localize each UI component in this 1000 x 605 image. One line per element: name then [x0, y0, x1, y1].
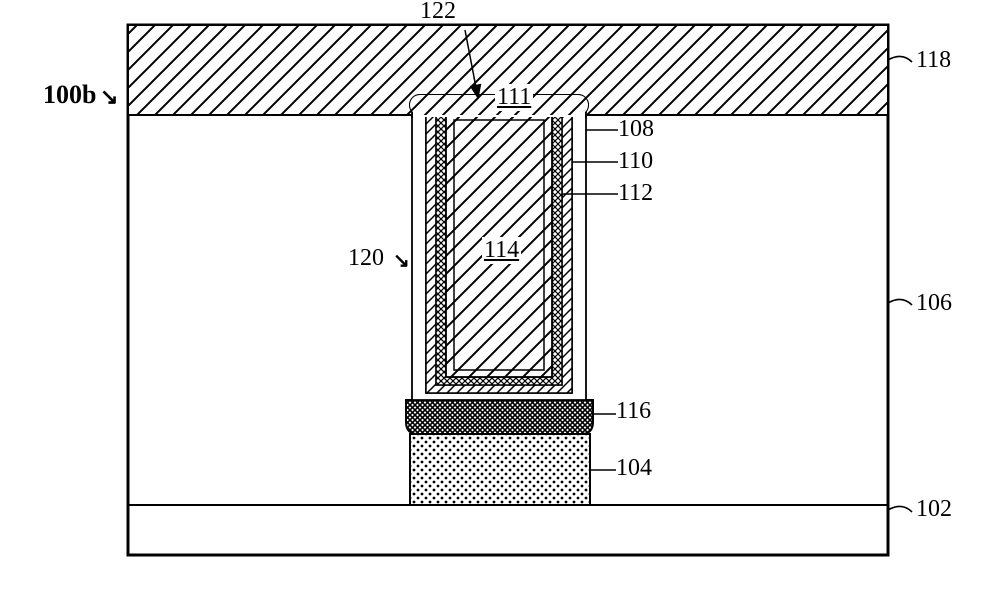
region-104 [410, 434, 590, 505]
label-116: 116 [616, 398, 651, 425]
label-112: 112 [618, 180, 653, 207]
label-100b: 100b [43, 80, 96, 110]
label-108: 108 [618, 116, 654, 143]
label-120: 120 [348, 245, 384, 272]
leader-102 [888, 506, 912, 512]
label-111: 111 [495, 84, 533, 111]
arrow-120: ↘ [393, 248, 410, 273]
label-114: 114 [482, 237, 521, 264]
label-118: 118 [916, 47, 951, 74]
leader-118 [888, 56, 912, 62]
label-106: 106 [916, 290, 952, 317]
region-116 [406, 400, 593, 434]
label-122: 122 [420, 0, 456, 25]
figure-100b: 100b ↘ 122 111 118 108 110 112 120 ↘ 114… [0, 0, 1000, 605]
label-102: 102 [916, 496, 952, 523]
label-110: 110 [618, 148, 653, 175]
label-104: 104 [616, 455, 652, 482]
leader-106 [888, 299, 912, 305]
arrow-100b: ↘ [100, 84, 118, 110]
